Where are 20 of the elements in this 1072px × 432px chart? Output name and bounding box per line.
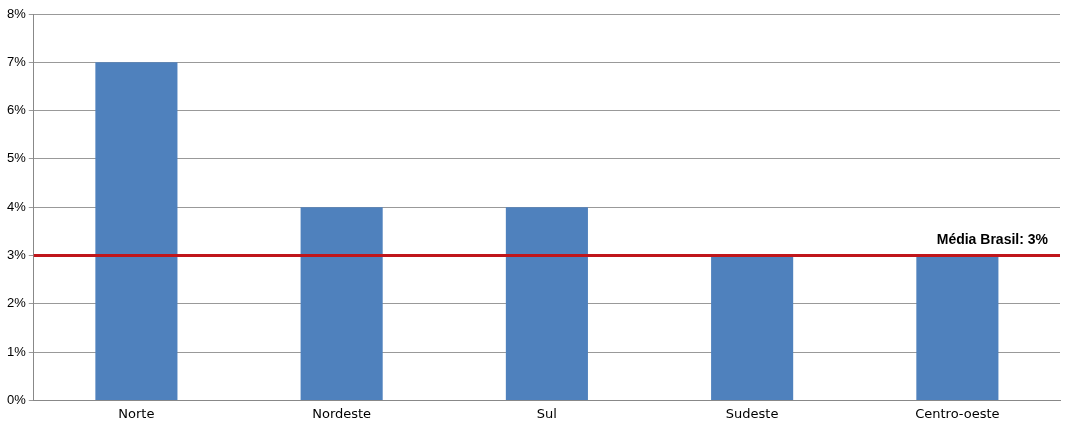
- ref-line-label: Média Brasil: 3%: [936, 231, 1049, 248]
- y-tick-label: 8%: [6, 5, 27, 21]
- y-tick-label: 3%: [6, 247, 27, 263]
- x-tick-label: Sudeste: [725, 405, 779, 421]
- y-tick-label: 0%: [6, 391, 27, 407]
- bar: [916, 255, 999, 400]
- bar: [505, 207, 588, 400]
- y-tick-label: 7%: [6, 53, 27, 69]
- x-tick-label: Nordeste: [312, 405, 372, 421]
- x-tick-label: Centro-oeste: [915, 405, 1000, 421]
- x-tick-label: Norte: [118, 405, 155, 421]
- y-tick-label: 4%: [6, 198, 27, 214]
- y-tick-label: 2%: [6, 295, 27, 311]
- y-tick-label: 6%: [6, 102, 27, 118]
- bar: [95, 62, 178, 400]
- y-tick-label: 1%: [6, 343, 27, 359]
- bar: [711, 255, 794, 400]
- x-tick-label: Sul: [536, 405, 557, 421]
- bar: [300, 207, 383, 400]
- y-tick-label: 5%: [6, 150, 27, 166]
